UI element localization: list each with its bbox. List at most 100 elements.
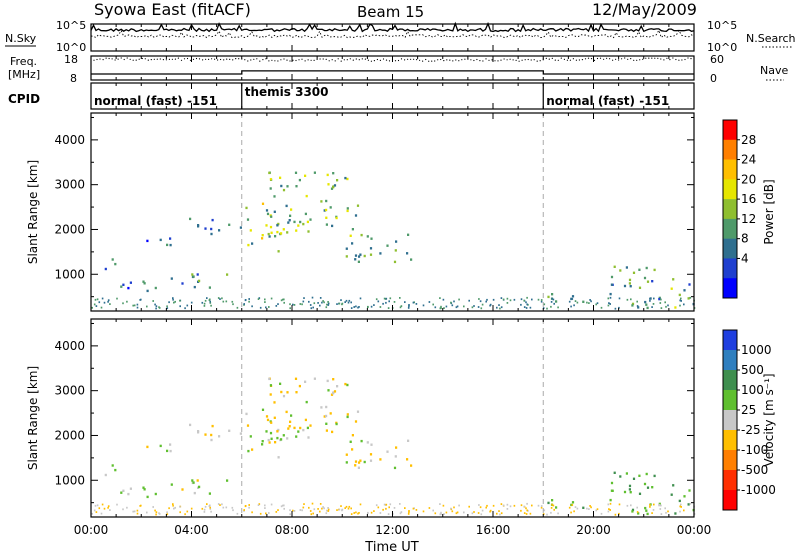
echo-cell	[210, 438, 213, 442]
echo-cell	[146, 445, 149, 449]
nave-point	[229, 58, 231, 61]
echo-cell	[289, 307, 291, 310]
echo-cell	[173, 301, 175, 304]
nave-point	[256, 58, 258, 60]
echo-cell	[619, 475, 622, 478]
nave-point	[449, 59, 451, 61]
echo-cell	[453, 300, 455, 303]
echo-cell	[111, 258, 114, 261]
echo-cell	[189, 423, 192, 427]
echo-cell	[552, 298, 555, 301]
echo-cell	[301, 303, 303, 306]
echo-cell	[231, 506, 234, 509]
echo-cell	[366, 441, 369, 444]
echo-cell	[643, 276, 647, 280]
echo-cell	[660, 513, 663, 515]
echo-cell	[499, 307, 501, 310]
echo-cell	[370, 511, 373, 514]
echo-cell	[325, 208, 328, 212]
echo-cell	[268, 377, 271, 381]
colorbar-cell	[723, 199, 737, 220]
echo-cell	[388, 506, 390, 509]
echo-cell	[273, 416, 276, 419]
echo-cell	[513, 298, 516, 301]
nave-point	[563, 58, 566, 61]
nave-point	[361, 58, 363, 60]
echo-cell	[520, 509, 522, 512]
echo-cell	[290, 414, 293, 417]
echo-cell	[257, 504, 260, 506]
echo-cell	[152, 506, 154, 508]
echo-cell	[471, 512, 474, 515]
echo-cell	[537, 504, 540, 507]
nave-point	[397, 59, 400, 62]
nave-point	[168, 58, 170, 61]
nave-point	[376, 58, 378, 61]
echo-cell	[323, 507, 325, 510]
echo-cell	[489, 303, 492, 306]
echo-cell	[327, 510, 330, 512]
echo-cell	[166, 243, 169, 247]
echo-cell	[350, 513, 353, 515]
time-tick-label: 00:00	[677, 523, 712, 537]
echo-cell	[142, 486, 145, 489]
echo-cell	[595, 509, 597, 512]
echo-cell	[286, 231, 289, 234]
echo-cell	[358, 306, 360, 308]
echo-cell	[283, 301, 285, 304]
echo-cell	[282, 394, 286, 398]
echo-cell	[191, 479, 194, 482]
echo-cell	[679, 505, 681, 508]
colorbar-cell	[723, 278, 737, 299]
echo-cell	[439, 297, 441, 299]
echo-cell	[154, 509, 156, 512]
echo-cell	[625, 472, 628, 475]
echo-cell	[412, 301, 415, 304]
echo-cell	[355, 511, 357, 514]
echo-cell	[146, 239, 149, 243]
echo-cell	[607, 510, 610, 513]
echo-cell	[302, 300, 305, 303]
echo-cell	[303, 297, 305, 299]
echo-cell	[346, 383, 349, 387]
echo-cell	[345, 255, 348, 258]
echo-cell	[387, 513, 390, 515]
echo-cell	[209, 298, 211, 301]
echo-cell	[181, 488, 184, 491]
nave-point	[533, 59, 535, 61]
echo-cell	[259, 306, 262, 309]
echo-cell	[239, 432, 242, 435]
nave-point	[129, 58, 131, 60]
echo-cell	[327, 508, 330, 511]
echo-cell	[191, 273, 194, 276]
nave-point	[162, 59, 164, 61]
echo-cell	[244, 505, 247, 507]
echo-cell	[268, 512, 270, 514]
echo-cell	[158, 306, 160, 309]
nave-point	[464, 58, 466, 60]
echo-cell	[274, 235, 277, 238]
echo-cell	[623, 490, 627, 494]
nave-point	[500, 59, 502, 61]
nave-point	[180, 59, 183, 61]
echo-cell	[170, 277, 173, 280]
echo-cell	[341, 508, 344, 511]
echo-cell	[660, 307, 663, 309]
cpid-segment-label: themis 3300	[245, 85, 329, 99]
freq-label-line1: Freq.	[10, 55, 37, 68]
echo-cell	[450, 507, 452, 510]
echo-cell	[127, 492, 130, 496]
colorbar-tick-label: 500	[741, 363, 764, 377]
echo-cell	[338, 302, 341, 305]
echo-cell	[526, 509, 528, 512]
echo-cell	[407, 307, 410, 309]
echo-cell	[547, 501, 550, 505]
noise-series-search	[90, 29, 695, 39]
nave-point	[328, 60, 330, 62]
echo-cell	[637, 306, 640, 309]
colorbar-cell	[723, 218, 737, 239]
echo-cell	[480, 513, 483, 516]
echo-cell	[325, 306, 328, 309]
echo-cell	[126, 506, 128, 509]
echo-cell	[327, 302, 330, 305]
